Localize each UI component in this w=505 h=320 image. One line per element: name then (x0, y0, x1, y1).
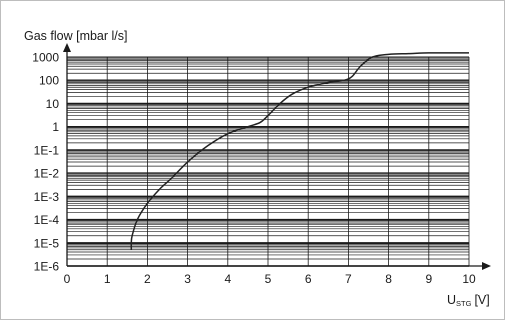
y-tick-label: 1E-4 (34, 213, 60, 227)
y-tick-label: 1E-5 (34, 236, 60, 250)
y-tick-label: 100 (39, 74, 59, 88)
y-tick-label: 1E-3 (34, 190, 60, 204)
x-tick-label: 5 (265, 272, 272, 286)
x-tick-label: 8 (385, 272, 392, 286)
tick-labels: 0 1 2 3 4 5 6 7 8 9 10 1E-6 1E-5 1E-4 1E-3 1E-2 1E-1 1 10 1… (32, 51, 476, 287)
y-axis-arrow (63, 43, 71, 52)
x-tick-label: 9 (425, 272, 432, 286)
x-tick-label: 0 (64, 272, 71, 286)
y-tick-label: 1000 (32, 51, 59, 65)
y-tick-label: 1 (52, 120, 59, 134)
x-tick-label: 10 (462, 272, 476, 286)
x-tick-label: 3 (184, 272, 191, 286)
y-tick-label: 1E-1 (34, 143, 60, 157)
gas-flow-curve (130, 52, 469, 250)
x-tick-label: 7 (345, 272, 352, 286)
series-layer (130, 52, 469, 250)
x-tick-label: 6 (305, 272, 312, 286)
x-tick-label: 2 (144, 272, 151, 286)
y-axis-title: Gas flow [mbar l/s] (24, 29, 128, 43)
x-axis-arrow (482, 262, 491, 270)
axis-layer (63, 43, 491, 270)
grid-layer (66, 56, 470, 267)
y-tick-label: 10 (46, 97, 60, 111)
x-axis-title: USTG [V] (447, 293, 490, 308)
y-tick-label: 1E-6 (34, 260, 60, 274)
y-tick-label: 1E-2 (34, 167, 60, 181)
x-tick-label: 4 (224, 272, 231, 286)
x-tick-label: 1 (104, 272, 111, 286)
